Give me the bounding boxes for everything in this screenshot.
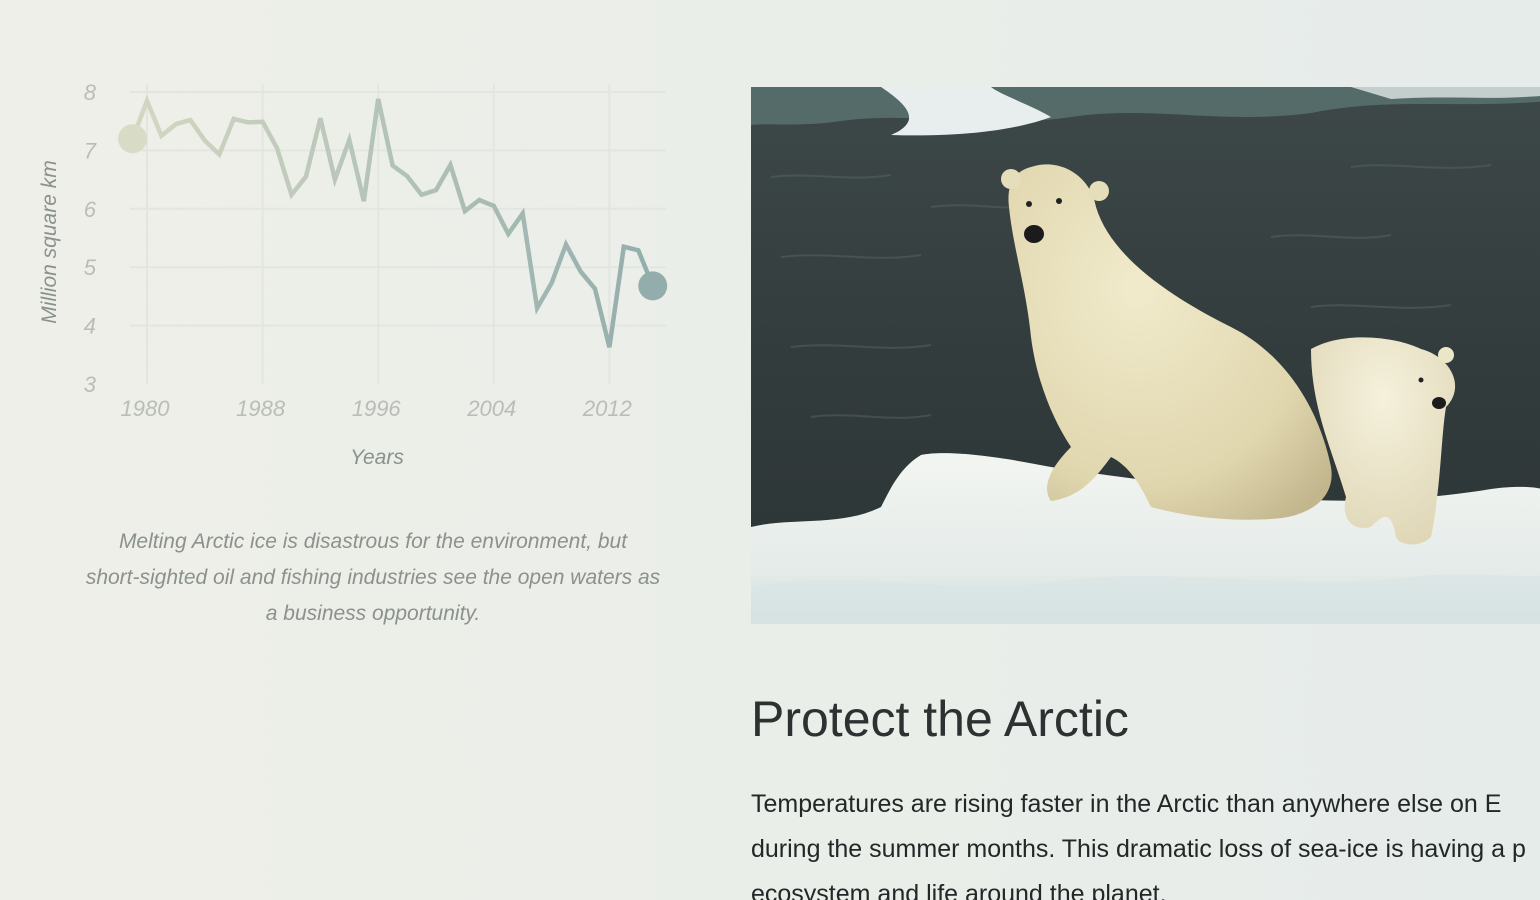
end-point-marker	[638, 271, 668, 301]
y-tick-label: 7	[84, 138, 97, 163]
y-tick-label: 6	[84, 197, 97, 222]
article-body-line: during the summer months. This dramatic …	[751, 835, 1526, 863]
article-body: Temperatures are rising faster in the Ar…	[751, 782, 1540, 900]
y-tick-label: 3	[84, 372, 97, 397]
polar-bears-illustration	[751, 87, 1540, 624]
chart-caption: Melting Arctic ice is disastrous for the…	[70, 524, 676, 632]
x-tick-label: 1996	[352, 396, 402, 421]
y-tick-label: 8	[84, 80, 97, 105]
x-axis-title: Years	[350, 446, 404, 469]
x-tick-label: 2012	[582, 396, 632, 421]
chart-svg: 3 4 5 6 7 8 1980 1988 1996 2004 2012 Million squar…	[38, 80, 668, 469]
chart-ticks: 3 4 5 6 7 8 1980 1988 1996 2004 2012	[84, 80, 632, 421]
caption-line: a business opportunity.	[265, 602, 481, 625]
series-line	[130, 94, 656, 348]
x-tick-label: 2004	[466, 396, 516, 421]
article-body-line: ecosystem and life around the planet.	[751, 880, 1167, 900]
polar-bears-photo	[751, 87, 1540, 624]
sea-ice-chart: 3 4 5 6 7 8 1980 1988 1996 2004 2012 Million squar…	[0, 0, 700, 500]
y-axis-title: Million square km	[38, 160, 61, 323]
caption-line: Melting Arctic ice is disastrous for the…	[118, 530, 628, 553]
x-tick-label: 1980	[121, 396, 171, 421]
y-tick-label: 4	[84, 314, 96, 339]
article-body-line: Temperatures are rising faster in the Ar…	[751, 790, 1502, 818]
caption-line: short-sighted oil and fishing industries…	[85, 566, 661, 589]
article-title: Protect the Arctic	[751, 691, 1129, 747]
x-tick-label: 1988	[236, 396, 286, 421]
start-point-marker	[118, 124, 148, 154]
chart-grid	[130, 84, 666, 384]
y-tick-label: 5	[84, 255, 97, 280]
